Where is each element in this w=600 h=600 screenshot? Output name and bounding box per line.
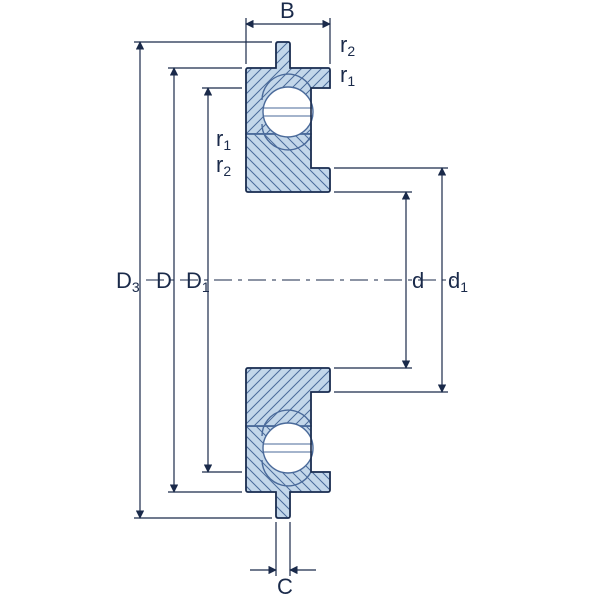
label-B: B — [280, 0, 295, 23]
label-d: d — [412, 268, 424, 293]
label-D3: D3 — [116, 268, 140, 295]
label-r2-top: r2 — [340, 32, 355, 59]
label-D1: D1 — [186, 268, 210, 295]
label-d1: d1 — [448, 268, 468, 295]
dim-C: C — [250, 522, 316, 599]
ball-lower — [263, 423, 313, 473]
label-D: D — [156, 268, 172, 293]
label-r1-top: r1 — [340, 62, 355, 89]
bearing-diagram: B C D3 D D1 d d1 — [0, 0, 600, 600]
label-r2-left: r2 — [216, 152, 231, 179]
label-C: C — [277, 574, 293, 599]
label-r1-left: r1 — [216, 126, 231, 153]
ball-upper — [263, 87, 313, 137]
